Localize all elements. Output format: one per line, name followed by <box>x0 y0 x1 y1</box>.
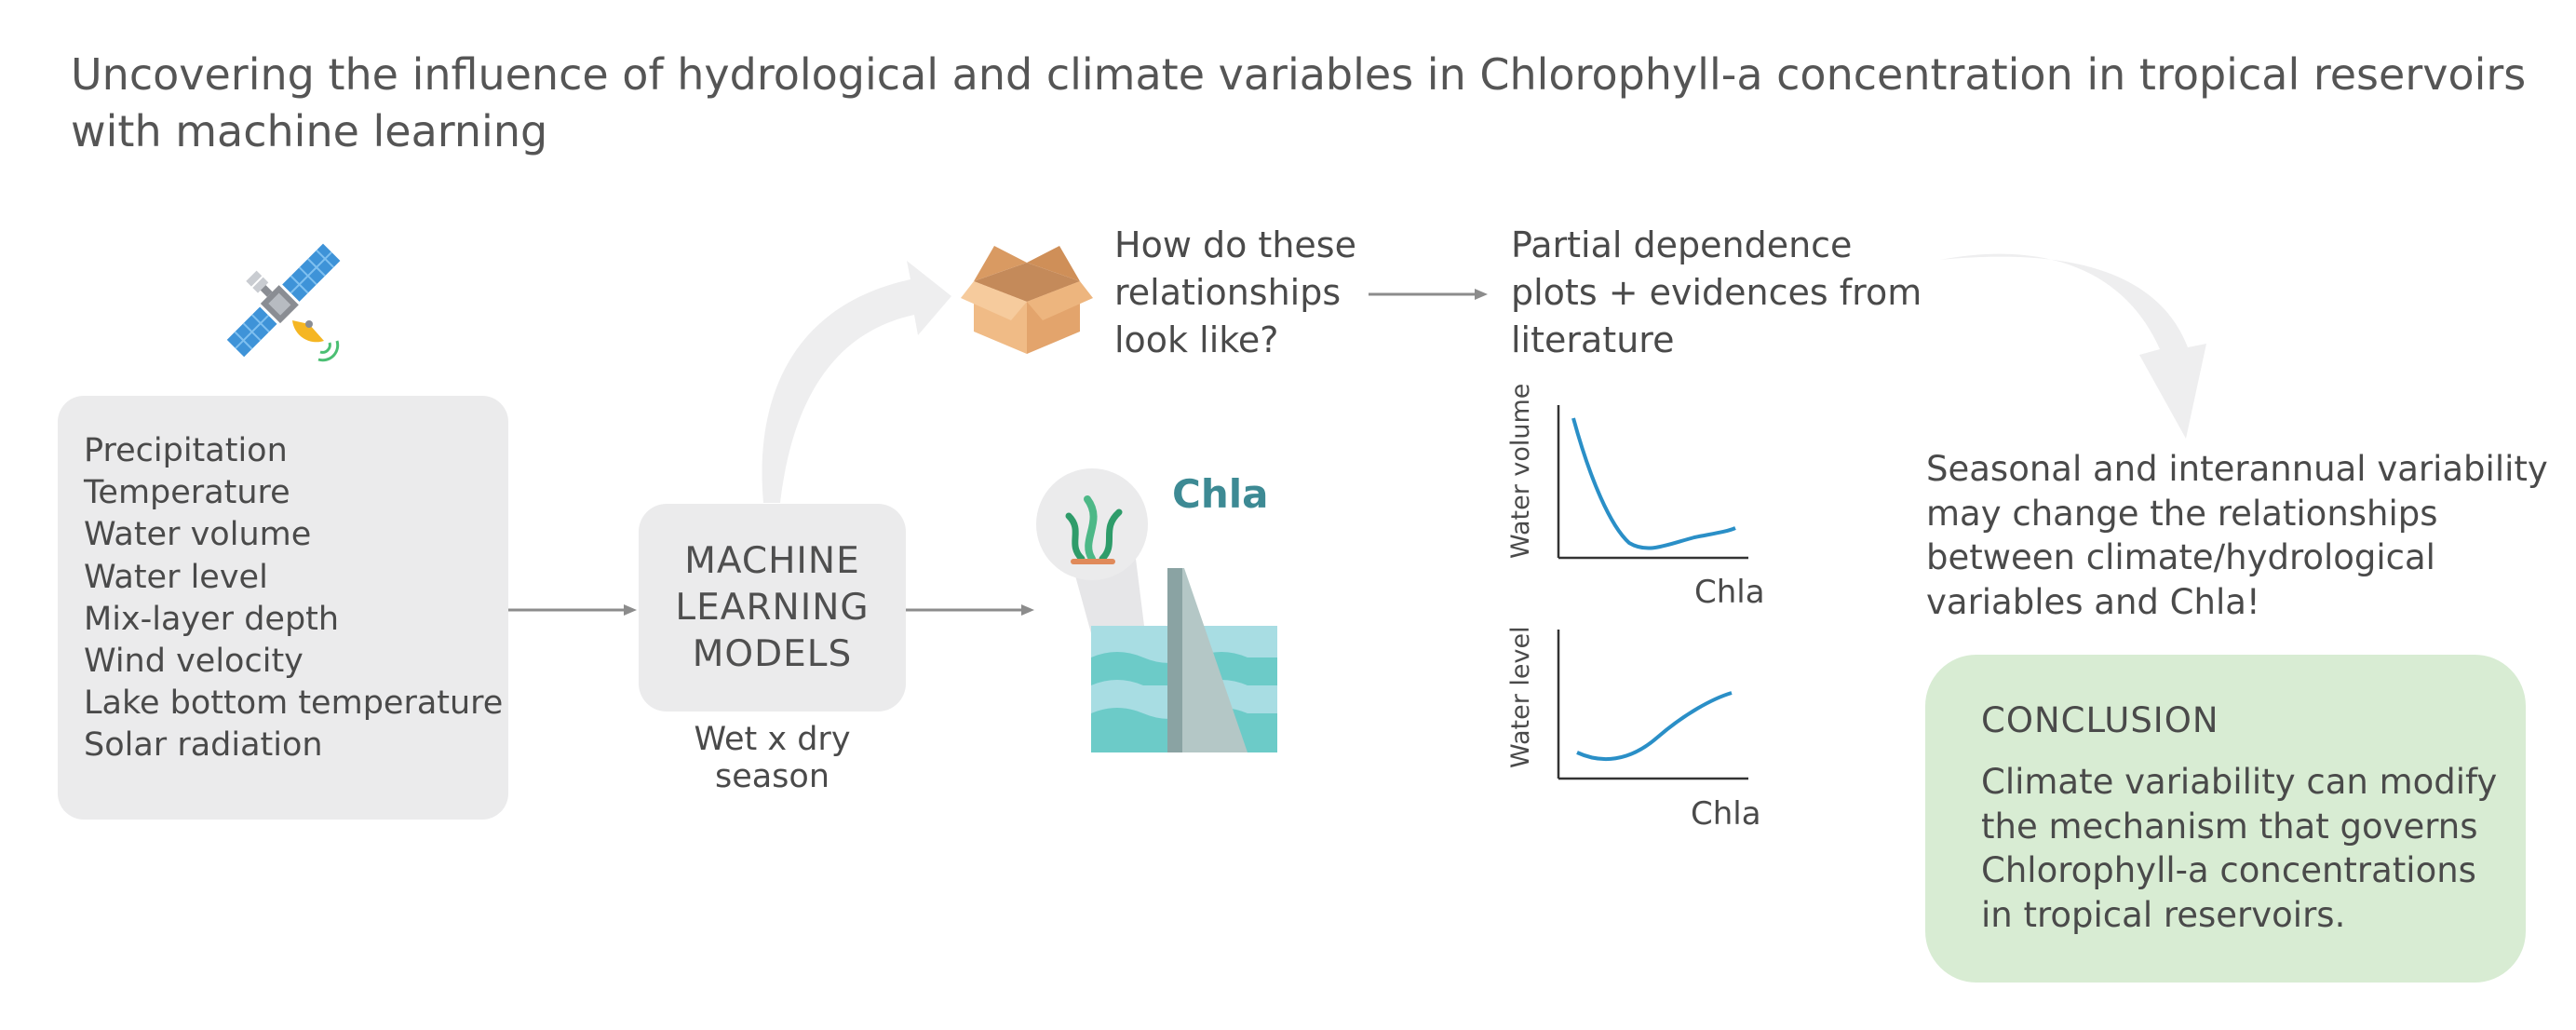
conclusion-line: Chlorophyll-a concentrations <box>1981 850 2476 890</box>
variable-item: Solar radiation <box>84 726 323 765</box>
conclusion-line: the mechanism that governs <box>1981 806 2478 847</box>
conclusion-box <box>1925 655 2526 983</box>
question-text: How do these relationships look like? <box>1114 222 1356 364</box>
conclusion-title: CONCLUSION <box>1981 700 2219 740</box>
pdp-plot-water-level: Water level Chla <box>1506 626 1761 833</box>
variable-item: Mix-layer depth <box>84 600 340 638</box>
variable-item: Lake bottom temperature <box>84 684 504 723</box>
curved-arrow-to-seasonal <box>1940 253 2206 439</box>
plot2-curve <box>1576 691 1733 762</box>
variables-list: Precipitation Temperature Water volume W… <box>84 430 503 767</box>
curved-arrow-ml-to-question <box>762 261 951 503</box>
seasonal-line: may change the relationships <box>1926 493 2438 534</box>
variable-item: Water volume <box>84 516 312 554</box>
ml-line-1: MACHINE <box>684 539 860 582</box>
pdp-plot-water-volume: Water volume Chla <box>1506 384 1765 611</box>
page-title: Uncovering the influence of hydrological… <box>71 47 2529 160</box>
dam-icon <box>1167 568 1248 752</box>
chla-label: Chla <box>1172 471 1269 517</box>
pdp-line: Partial dependence <box>1511 224 1853 265</box>
plot2-ylabel: Water level <box>1506 626 1535 768</box>
plot2-xlabel: Chla <box>1691 795 1761 833</box>
pdp-line: plots + evidences from <box>1511 272 1922 313</box>
plot1-xlabel: Chla <box>1694 574 1765 611</box>
title-line-2: with machine learning <box>71 106 548 156</box>
variable-item: Temperature <box>84 474 290 512</box>
reservoir-illustration <box>1036 468 1277 752</box>
pdp-text: Partial dependence plots + evidences fro… <box>1511 222 1922 364</box>
ml-models-box: MACHINE LEARNING MODELS <box>639 504 906 712</box>
plot1-ylabel: Water volume <box>1506 384 1535 559</box>
arrow-ml-to-reservoir <box>906 604 1034 616</box>
seasonal-line: between climate/hydrological <box>1926 537 2435 577</box>
arrow-question-to-pdp <box>1369 289 1488 300</box>
variable-item: Precipitation <box>84 432 288 469</box>
season-label: Wet x dry season <box>694 721 851 795</box>
question-line: look like? <box>1114 319 1279 360</box>
open-box-icon <box>961 246 1093 354</box>
plot1-curve <box>1571 417 1736 550</box>
variable-item: Wind velocity <box>84 643 303 681</box>
algae-icon <box>1065 495 1123 564</box>
variable-item: Water level <box>84 558 268 596</box>
variables-box <box>58 396 508 820</box>
ml-line-2: LEARNING <box>675 586 870 629</box>
satellite-icon <box>226 243 341 362</box>
seasonal-variability-text: Seasonal and interannual variability may… <box>1926 447 2548 624</box>
conclusion-body: Climate variability can modify the mecha… <box>1981 760 2497 937</box>
conclusion-line: in tropical reservoirs. <box>1981 894 2346 935</box>
question-line: How do these <box>1114 224 1356 265</box>
question-line: relationships <box>1114 272 1342 313</box>
pdp-line: literature <box>1511 319 1675 360</box>
arrow-variables-to-ml <box>508 604 637 616</box>
title-line-1: Uncovering the influence of hydrological… <box>71 49 2527 100</box>
conclusion-line: Climate variability can modify <box>1981 762 2498 802</box>
seasonal-line: Seasonal and interannual variability <box>1926 449 2548 489</box>
ml-line-3: MODELS <box>692 632 853 675</box>
seasonal-line: variables and Chla! <box>1926 581 2260 622</box>
